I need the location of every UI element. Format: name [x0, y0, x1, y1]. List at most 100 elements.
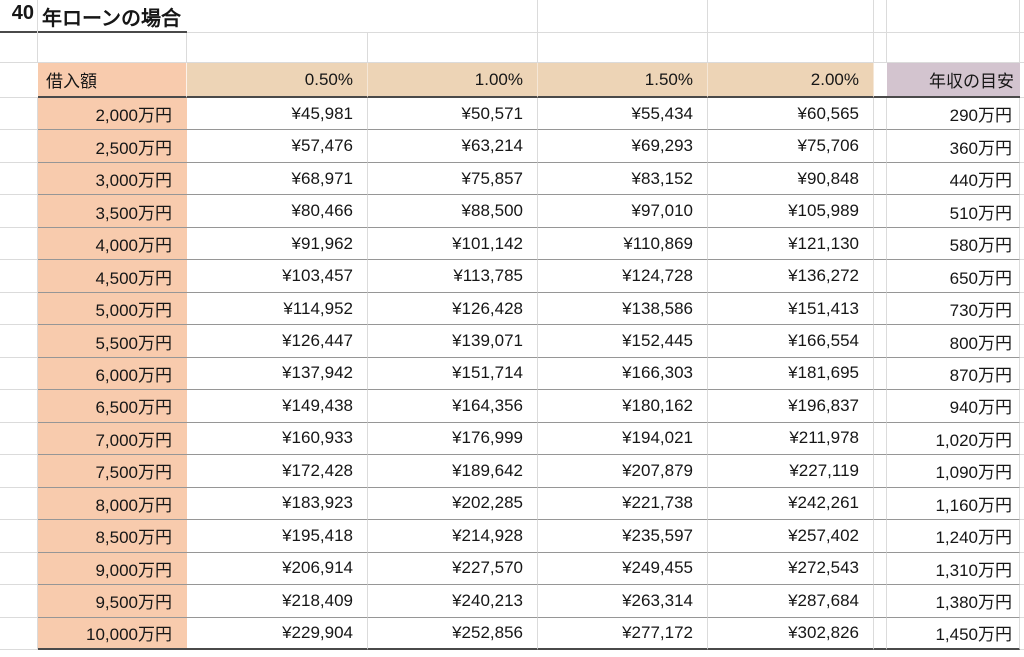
empty-cell[interactable] — [0, 292, 38, 326]
income-cell[interactable]: 1,380万円 — [887, 585, 1020, 618]
loan-amount-cell[interactable]: 6,500万円 — [38, 390, 187, 423]
empty-cell[interactable] — [874, 98, 887, 131]
payment-cell-1.50[interactable]: ¥180,162 — [538, 390, 708, 423]
payment-cell-1.50[interactable]: ¥207,879 — [538, 455, 708, 488]
empty-cell[interactable] — [0, 130, 38, 163]
income-header[interactable]: 年収の目安 — [887, 63, 1020, 98]
payment-cell-2.00[interactable]: ¥166,554 — [708, 325, 874, 358]
income-cell[interactable]: 510万円 — [887, 195, 1020, 228]
loan-amount-cell[interactable]: 3,500万円 — [38, 195, 187, 228]
empty-cell[interactable] — [0, 260, 38, 293]
rate-header-3[interactable]: 2.00% — [708, 63, 874, 98]
loan-amount-cell[interactable]: 2,000万円 — [38, 98, 187, 131]
page-title[interactable]: 年ローンの場合 — [38, 0, 368, 33]
loan-amount-cell[interactable]: 5,000万円 — [38, 292, 187, 326]
income-cell[interactable]: 1,240万円 — [887, 520, 1020, 553]
payment-cell-0.50[interactable]: ¥45,981 — [187, 98, 368, 131]
empty-cell[interactable] — [0, 487, 38, 521]
payment-cell-1.00[interactable]: ¥88,500 — [368, 195, 538, 228]
income-cell[interactable]: 580万円 — [887, 227, 1020, 261]
empty-cell[interactable] — [887, 0, 1020, 33]
payment-cell-2.00[interactable]: ¥272,543 — [708, 552, 874, 586]
payment-cell-1.50[interactable]: ¥277,172 — [538, 617, 708, 650]
loan-amount-cell[interactable]: 4,000万円 — [38, 227, 187, 261]
payment-cell-1.50[interactable]: ¥221,738 — [538, 487, 708, 521]
loan-amount-cell[interactable]: 2,500万円 — [38, 130, 187, 163]
loan-amount-cell[interactable]: 4,500万円 — [38, 260, 187, 293]
loan-amount-cell[interactable]: 5,500万円 — [38, 325, 187, 358]
empty-cell[interactable] — [1020, 0, 1024, 33]
payment-cell-0.50[interactable]: ¥206,914 — [187, 552, 368, 586]
payment-cell-0.50[interactable]: ¥68,971 — [187, 162, 368, 196]
income-cell[interactable]: 940万円 — [887, 390, 1020, 423]
empty-cell[interactable] — [874, 292, 887, 326]
payment-cell-2.00[interactable]: ¥302,826 — [708, 617, 874, 650]
empty-cell[interactable] — [0, 422, 38, 456]
payment-cell-1.50[interactable]: ¥152,445 — [538, 325, 708, 358]
payment-cell-2.00[interactable]: ¥90,848 — [708, 162, 874, 196]
payment-cell-1.00[interactable]: ¥101,142 — [368, 227, 538, 261]
empty-cell[interactable] — [0, 617, 38, 650]
payment-cell-0.50[interactable]: ¥103,457 — [187, 260, 368, 293]
empty-cell[interactable] — [0, 195, 38, 228]
payment-cell-1.50[interactable]: ¥194,021 — [538, 422, 708, 456]
income-cell[interactable]: 360万円 — [887, 130, 1020, 163]
payment-cell-1.50[interactable]: ¥235,597 — [538, 520, 708, 553]
payment-cell-1.00[interactable]: ¥240,213 — [368, 585, 538, 618]
payment-cell-0.50[interactable]: ¥114,952 — [187, 292, 368, 326]
payment-cell-1.50[interactable]: ¥55,434 — [538, 98, 708, 131]
payment-cell-0.50[interactable]: ¥183,923 — [187, 487, 368, 521]
empty-cell[interactable] — [874, 357, 887, 391]
payment-cell-2.00[interactable]: ¥242,261 — [708, 487, 874, 521]
income-cell[interactable]: 800万円 — [887, 325, 1020, 358]
payment-cell-2.00[interactable]: ¥211,978 — [708, 422, 874, 456]
payment-cell-2.00[interactable]: ¥60,565 — [708, 98, 874, 131]
empty-cell[interactable] — [0, 227, 38, 261]
income-cell[interactable]: 730万円 — [887, 292, 1020, 326]
payment-cell-0.50[interactable]: ¥229,904 — [187, 617, 368, 650]
payment-cell-1.50[interactable]: ¥83,152 — [538, 162, 708, 196]
payment-cell-2.00[interactable]: ¥287,684 — [708, 585, 874, 618]
empty-cell[interactable] — [0, 390, 38, 423]
payment-cell-1.00[interactable]: ¥75,857 — [368, 162, 538, 196]
payment-cell-0.50[interactable]: ¥195,418 — [187, 520, 368, 553]
rate-header-2[interactable]: 1.50% — [538, 63, 708, 98]
payment-cell-0.50[interactable]: ¥160,933 — [187, 422, 368, 456]
loan-amount-cell[interactable]: 8,000万円 — [38, 487, 187, 521]
empty-cell[interactable] — [0, 552, 38, 586]
payment-cell-2.00[interactable]: ¥227,119 — [708, 455, 874, 488]
income-cell[interactable]: 870万円 — [887, 357, 1020, 391]
payment-cell-1.50[interactable]: ¥138,586 — [538, 292, 708, 326]
income-cell[interactable]: 650万円 — [887, 260, 1020, 293]
loan-amount-cell[interactable]: 7,000万円 — [38, 422, 187, 456]
empty-cell[interactable] — [0, 357, 38, 391]
empty-cell[interactable] — [874, 162, 887, 196]
payment-cell-2.00[interactable]: ¥151,413 — [708, 292, 874, 326]
payment-cell-0.50[interactable]: ¥218,409 — [187, 585, 368, 618]
payment-cell-2.00[interactable]: ¥196,837 — [708, 390, 874, 423]
payment-cell-1.00[interactable]: ¥252,856 — [368, 617, 538, 650]
loan-amount-cell[interactable]: 8,500万円 — [38, 520, 187, 553]
payment-cell-0.50[interactable]: ¥91,962 — [187, 227, 368, 261]
empty-cell[interactable] — [0, 455, 38, 488]
empty-cell[interactable] — [0, 585, 38, 618]
payment-cell-1.00[interactable]: ¥151,714 — [368, 357, 538, 391]
payment-cell-0.50[interactable]: ¥172,428 — [187, 455, 368, 488]
payment-cell-2.00[interactable]: ¥75,706 — [708, 130, 874, 163]
payment-cell-1.00[interactable]: ¥189,642 — [368, 455, 538, 488]
empty-cell[interactable] — [368, 31, 538, 63]
payment-cell-0.50[interactable]: ¥137,942 — [187, 357, 368, 391]
empty-cell[interactable] — [538, 31, 708, 63]
payment-cell-1.00[interactable]: ¥164,356 — [368, 390, 538, 423]
empty-cell[interactable] — [874, 585, 887, 618]
empty-cell[interactable] — [0, 162, 38, 196]
loan-amount-cell[interactable]: 6,000万円 — [38, 357, 187, 391]
payment-cell-0.50[interactable]: ¥57,476 — [187, 130, 368, 163]
payment-cell-1.00[interactable]: ¥176,999 — [368, 422, 538, 456]
empty-cell[interactable] — [874, 227, 887, 261]
empty-cell[interactable] — [187, 31, 368, 63]
loan-amount-cell[interactable]: 7,500万円 — [38, 455, 187, 488]
payment-cell-2.00[interactable]: ¥181,695 — [708, 357, 874, 391]
payment-cell-0.50[interactable]: ¥126,447 — [187, 325, 368, 358]
loan-amount-cell[interactable]: 10,000万円 — [38, 617, 187, 650]
